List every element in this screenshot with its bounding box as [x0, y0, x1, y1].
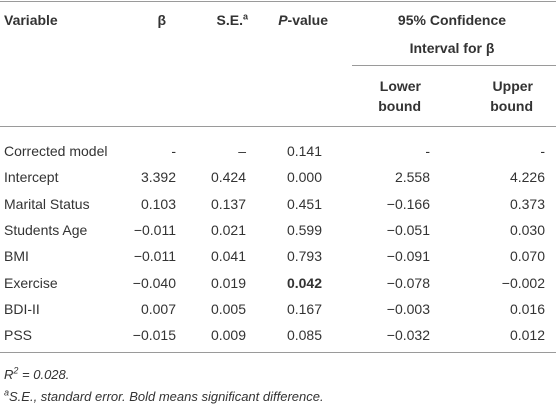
row-label: Marital Status: [4, 195, 90, 212]
rule: [352, 65, 556, 66]
header-se-text: S.E.: [216, 12, 243, 28]
cell: 0.016: [509, 300, 545, 317]
cell: 0.042: [286, 274, 322, 291]
rule: [0, 126, 556, 127]
header-variable: Variable: [4, 12, 58, 28]
cell: −0.091: [386, 248, 430, 265]
header-upper: Upper: [492, 78, 533, 94]
cell: 0.424: [210, 169, 246, 186]
cell: 0.103: [140, 195, 176, 212]
cell: -: [425, 143, 430, 159]
cell: −0.015: [132, 327, 176, 344]
row-label: Exercise: [4, 274, 58, 291]
cell: 0.373: [509, 195, 545, 212]
cell: −0.051: [386, 221, 430, 238]
cell: 3.392: [140, 169, 176, 186]
rule: [0, 1, 556, 2]
cell: 0.005: [210, 300, 246, 317]
row-label: Corrected model: [4, 143, 108, 159]
header-ci: 95% Confidence: [397, 12, 507, 28]
cell: 0.030: [509, 221, 545, 238]
cell: −0.032: [386, 327, 430, 344]
cell: 0.070: [509, 248, 545, 265]
footnote-sup: 2: [13, 365, 19, 376]
cell: 0.141: [286, 143, 322, 159]
cell: 0.793: [286, 248, 322, 265]
footnote-se: aS.E., standard error. Bold means signif…: [4, 388, 324, 406]
footnote-text: = 0.028.: [18, 367, 70, 382]
cell: 0.085: [286, 327, 322, 344]
header-p-italic: P: [278, 12, 288, 28]
footnote-symbol: R: [4, 367, 14, 382]
cell: −0.166: [386, 195, 430, 212]
header-beta: β: [157, 12, 166, 28]
rule: [0, 352, 556, 353]
cell: 4.226: [509, 169, 545, 186]
cell: 0.012: [509, 327, 545, 344]
header-ci: Interval for β: [409, 40, 495, 56]
cell: -: [540, 143, 545, 159]
cell: −0.040: [132, 274, 176, 291]
row-label: BDI-II: [4, 300, 40, 317]
cell: 0.041: [210, 248, 246, 265]
header-lower: Lower: [379, 78, 421, 94]
header-se: S.E.a: [217, 11, 248, 29]
cell: −0.078: [386, 274, 430, 291]
cell: −0.003: [386, 300, 430, 317]
footnote-text: S.E., standard error. Bold means signifi…: [9, 389, 324, 404]
cell: −0.002: [501, 274, 545, 291]
cell: 0.599: [286, 221, 322, 238]
header-p: P-value: [278, 11, 328, 29]
footnote-r2: R2 = 0.028.: [4, 366, 69, 384]
cell: 0.009: [210, 327, 246, 344]
row-label: BMI: [4, 248, 29, 265]
cell: −0.011: [133, 221, 176, 238]
row-label: PSS: [4, 327, 33, 344]
cell: 0.021: [210, 221, 246, 238]
cell: 0.451: [286, 195, 322, 212]
header-se-sup: a: [242, 11, 248, 22]
cell: 0.000: [286, 169, 322, 186]
cell: 0.007: [140, 300, 176, 317]
row-label: Intercept: [4, 169, 59, 186]
cell: 0.137: [210, 195, 246, 212]
cell: -: [171, 143, 176, 159]
cell: 0.167: [286, 300, 322, 317]
cell: 0.019: [210, 274, 246, 291]
header-upper: bound: [490, 98, 533, 114]
footnote-sup: a: [4, 387, 10, 398]
cell: 2.558: [394, 169, 430, 186]
header-lower: bound: [378, 98, 421, 114]
cell: −0.011: [133, 248, 176, 265]
header-p-rest: -value: [287, 12, 328, 28]
cell: –: [238, 143, 246, 159]
row-label: Students Age: [4, 221, 88, 238]
